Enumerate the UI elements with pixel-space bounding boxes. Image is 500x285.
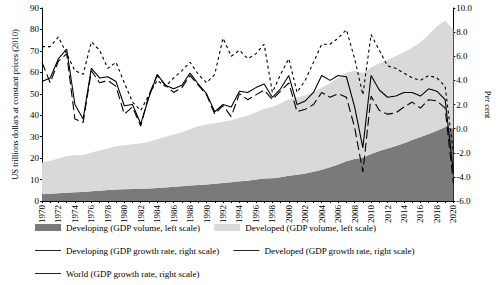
svg-text:World (GDP growth rate, right: World (GDP growth rate, right scale)	[66, 269, 199, 279]
svg-text:1996: 1996	[251, 205, 261, 224]
svg-text:2006: 2006	[333, 205, 343, 224]
svg-text:2012: 2012	[383, 205, 393, 223]
svg-text:-6.0: -6.0	[456, 196, 471, 206]
svg-text:50: 50	[30, 89, 40, 99]
svg-text:1986: 1986	[169, 205, 179, 224]
svg-text:20: 20	[30, 153, 40, 163]
svg-text:2014: 2014	[399, 205, 409, 224]
svg-text:2008: 2008	[350, 205, 360, 224]
svg-text:-2.0: -2.0	[456, 148, 471, 158]
svg-text:0.0: 0.0	[456, 124, 468, 134]
svg-text:Developing (GDP growth rate, r: Developing (GDP growth rate, right scale…	[66, 246, 219, 256]
svg-text:Per cent: Per cent	[483, 91, 493, 119]
svg-text:Developed (GDP growth rate, ri: Developed (GDP growth rate, right scale)	[264, 246, 414, 256]
svg-text:2004: 2004	[317, 205, 327, 224]
svg-text:1972: 1972	[53, 205, 63, 223]
svg-text:1982: 1982	[136, 205, 146, 223]
svg-text:70: 70	[30, 46, 40, 56]
svg-text:2000: 2000	[284, 205, 294, 224]
svg-text:1978: 1978	[103, 205, 113, 224]
svg-text:1974: 1974	[70, 205, 80, 224]
svg-text:2018: 2018	[432, 205, 442, 224]
svg-text:0: 0	[35, 196, 40, 206]
svg-text:1984: 1984	[152, 205, 162, 224]
svg-text:90: 90	[30, 3, 40, 13]
svg-text:-4.0: -4.0	[456, 172, 471, 182]
svg-text:1994: 1994	[234, 205, 244, 224]
svg-text:2002: 2002	[300, 205, 310, 223]
svg-text:1988: 1988	[185, 205, 195, 224]
svg-text:Developing (GDP volume, left s: Developing (GDP volume, left scale)	[66, 223, 200, 233]
svg-text:1970: 1970	[37, 205, 47, 224]
svg-text:10: 10	[30, 175, 40, 185]
svg-text:US trillions dollars at consta: US trillions dollars at constant prices …	[10, 29, 20, 180]
svg-text:1980: 1980	[119, 205, 129, 224]
svg-text:2.0: 2.0	[456, 100, 468, 110]
svg-text:1998: 1998	[267, 205, 277, 224]
svg-text:40: 40	[30, 110, 40, 120]
svg-text:Developed (GDP volume, left sc: Developed (GDP volume, left scale)	[245, 223, 376, 233]
svg-text:2010: 2010	[366, 205, 376, 224]
svg-text:10.0: 10.0	[456, 3, 472, 13]
svg-text:1990: 1990	[202, 205, 212, 224]
svg-text:4.0: 4.0	[456, 75, 468, 85]
svg-text:30: 30	[30, 132, 40, 142]
svg-text:2016: 2016	[415, 205, 425, 224]
svg-text:2020: 2020	[448, 205, 458, 224]
svg-text:60: 60	[30, 67, 40, 77]
svg-text:1992: 1992	[218, 205, 228, 223]
svg-text:1976: 1976	[86, 205, 96, 224]
svg-text:6.0: 6.0	[456, 51, 468, 61]
svg-text:80: 80	[30, 24, 40, 34]
svg-text:8.0: 8.0	[456, 27, 468, 37]
